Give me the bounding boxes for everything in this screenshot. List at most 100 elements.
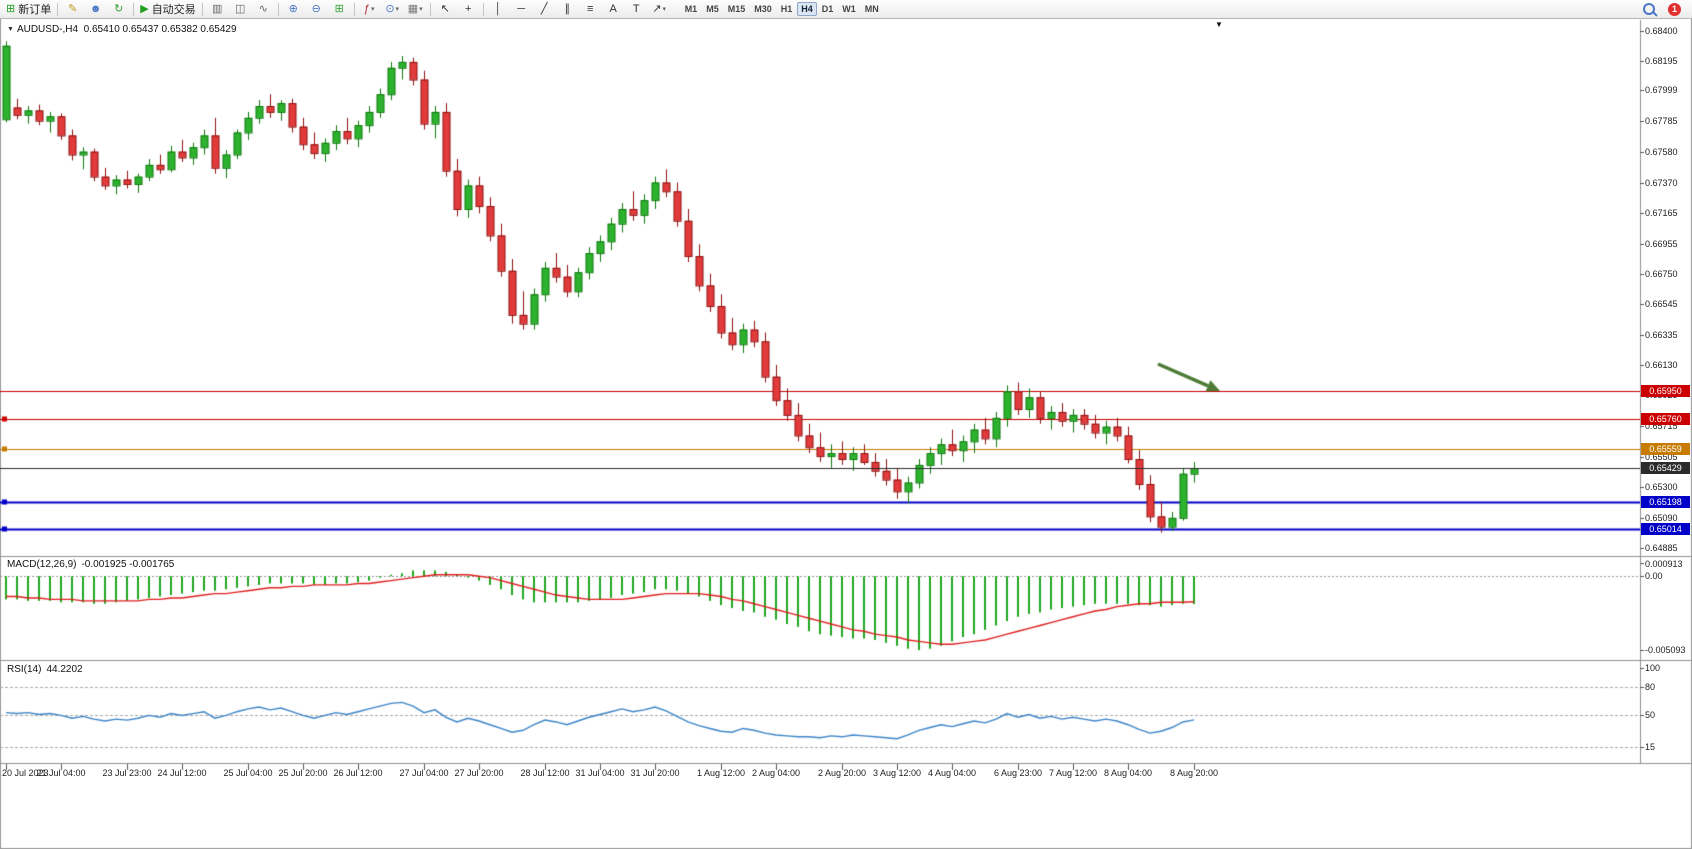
chart-ohlc-values: 0.65410 0.65437 0.65382 0.65429 (83, 24, 237, 35)
price-axis-label: 0.65505 (1645, 451, 1678, 462)
timeframe-m15[interactable]: M15 (727, 4, 746, 14)
price-axis-label: 0.66335 (1645, 329, 1678, 340)
indicators-icon-glyph: ƒ (363, 3, 370, 15)
price-axis-label: 0.68400 (1645, 26, 1678, 37)
toolbar: ⊞ 新订单 ✎ ☻ ↻ ▶ 自动交易 ▥ ◫ ∿ ⊕ ⊖ ⊞ ƒ ▾ ⊙ ▾ ▦ ▾ ↖ + │ ─ ╱ ∥ ≡ A T ↗ ▾ M1 M5… (0, 0, 1692, 19)
level-price-badge: 0.65559 (1641, 442, 1690, 455)
rsi-name: RSI(14) (7, 664, 42, 675)
price-axis-label: 0.66130 (1645, 359, 1678, 370)
bar-chart-icon[interactable]: ▥ (206, 0, 229, 18)
chevron-down-icon: ▾ (662, 6, 667, 13)
indicators-icon[interactable]: ƒ ▾ (358, 0, 381, 18)
macd-axis-label: 0.00 (1645, 571, 1663, 582)
search-icon[interactable] (1637, 0, 1660, 18)
shapes-icon[interactable]: ↗ ▾ (648, 0, 671, 18)
rsi-label: RSI(14) 44.2202 (7, 664, 83, 675)
price-axis-label: 0.65715 (1645, 420, 1678, 431)
time-axis-label: 2 Aug 20:00 (817, 768, 867, 778)
tile-windows-icon-glyph: ⊞ (334, 3, 344, 15)
price-axis-label: 0.66545 (1645, 298, 1678, 309)
zoom-out-icon[interactable]: ⊖ (305, 0, 328, 18)
macd-values: -0.001925 -0.001765 (81, 559, 175, 570)
toolbar-separator (277, 2, 279, 16)
cursor-icon[interactable]: ↖ (434, 0, 457, 18)
toolbar-separator (429, 2, 431, 16)
rsi-axis-label: 15 (1645, 742, 1656, 753)
toolbar-separator (133, 2, 135, 16)
time-axis-label: 31 Jul 20:00 (630, 768, 680, 778)
autotrading-button[interactable]: ▶ 自动交易 (137, 0, 198, 18)
vertical-line-icon[interactable]: │ (487, 0, 510, 18)
label-icon[interactable]: T (625, 0, 648, 18)
period-icon-glyph: ⊙ (385, 3, 395, 15)
fibonacci-icon-glyph: ≡ (586, 3, 594, 15)
chart-shift-marker[interactable]: ▼ (1215, 20, 1223, 29)
price-axis-label: 0.67999 (1645, 85, 1678, 95)
time-axis-label: 8 Aug 20:00 (1169, 768, 1219, 778)
magnifier-icon (1642, 3, 1655, 15)
price-axis-label: 0.66750 (1645, 268, 1678, 279)
zoom-out-icon-glyph: ⊖ (311, 3, 321, 15)
template-icon[interactable]: ▦ ▾ (404, 0, 427, 18)
template-icon-glyph: ▦ (407, 3, 419, 15)
timeframe-m5[interactable]: M5 (706, 4, 719, 14)
level-price-badge: 0.65198 (1641, 495, 1690, 508)
trendline-icon[interactable]: ╱ (533, 0, 556, 18)
profile-icon[interactable]: ☻ (84, 0, 107, 18)
time-axis-label: 27 Jul 20:00 (454, 768, 504, 778)
fibonacci-icon[interactable]: ≡ (579, 0, 602, 18)
time-axis-label: 25 Jul 20:00 (278, 768, 328, 778)
price-axis-label: 0.67785 (1645, 116, 1678, 127)
alerts-badge[interactable]: 1 (1668, 2, 1681, 16)
line-chart-icon[interactable]: ∿ (252, 0, 275, 18)
timeframe-d1[interactable]: D1 (821, 4, 834, 14)
label-icon-glyph: T (632, 3, 640, 15)
level-price-badge: 0.65014 (1641, 523, 1690, 536)
timeframe-h1[interactable]: H1 (780, 4, 793, 14)
time-axis-label: 24 Jul 12:00 (157, 768, 207, 778)
horizontal-line-icon-glyph: ─ (517, 3, 526, 15)
period-icon[interactable]: ⊙ ▾ (381, 0, 404, 18)
timeframe-mn[interactable]: MN (864, 4, 879, 14)
symbol-dropdown-icon[interactable]: ▼ (7, 26, 14, 33)
toolbar-separator (201, 2, 203, 16)
text-icon[interactable]: A (602, 0, 625, 18)
time-axis-label: 4 Aug 04:00 (927, 768, 977, 778)
macd-axis-label: -0.005093 (1645, 644, 1686, 655)
timeframe-m1[interactable]: M1 (684, 4, 698, 14)
new-order-button[interactable]: ⊞ 新订单 (3, 0, 54, 18)
time-axis-label: 2 Aug 04:00 (751, 768, 801, 778)
refresh-icon[interactable]: ↻ (107, 0, 130, 18)
time-axis-label: 27 Jul 04:00 (399, 768, 449, 778)
vertical-line-icon-glyph: │ (494, 3, 502, 15)
tile-windows-icon[interactable]: ⊞ (328, 0, 351, 18)
level-price-badge: 0.65760 (1641, 413, 1690, 426)
zoom-in-icon[interactable]: ⊕ (282, 0, 305, 18)
profile-icon-glyph: ☻ (89, 3, 102, 15)
toolbar-buttons: ⊞ 新订单 ✎ ☻ ↻ ▶ 自动交易 ▥ ◫ ∿ ⊕ ⊖ ⊞ ƒ ▾ ⊙ ▾ ▦ ▾ ↖ + │ ─ ╱ ∥ ≡ A T ↗ ▾ (3, 0, 671, 18)
time-axis-label: 26 Jul 12:00 (333, 768, 383, 778)
chart-symbol-period: AUDUSD-,H4 (16, 24, 79, 35)
time-axis-label: 28 Jul 12:00 (520, 768, 570, 778)
shapes-icon-glyph: ↗ (652, 3, 662, 15)
autotrading-button-glyph: ▶ (140, 3, 149, 15)
rsi-axis-label: 50 (1645, 709, 1656, 720)
timeframe-m30[interactable]: M30 (754, 4, 772, 14)
chevron-down-icon: ▾ (419, 6, 423, 13)
channel-icon[interactable]: ∥ (556, 0, 579, 18)
toolbar-separator (353, 2, 355, 16)
time-axis-label: 20 Jul 2023 (2, 768, 49, 778)
timeframe-h4[interactable]: H4 (797, 2, 817, 16)
horizontal-line-icon[interactable]: ─ (510, 0, 533, 18)
timeframe-w1[interactable]: W1 (842, 4, 856, 14)
publish-icon[interactable]: ✎ (61, 0, 84, 18)
price-axis-label: 0.67165 (1645, 207, 1678, 218)
macd-axis-label: 0.000913 (1645, 559, 1683, 569)
rsi-value: 44.2202 (46, 664, 83, 675)
candlestick-chart-icon[interactable]: ◫ (229, 0, 252, 18)
crosshair-icon[interactable]: + (457, 0, 480, 18)
cursor-icon-glyph: ↖ (440, 3, 450, 15)
line-chart-icon-glyph: ∿ (258, 3, 268, 15)
